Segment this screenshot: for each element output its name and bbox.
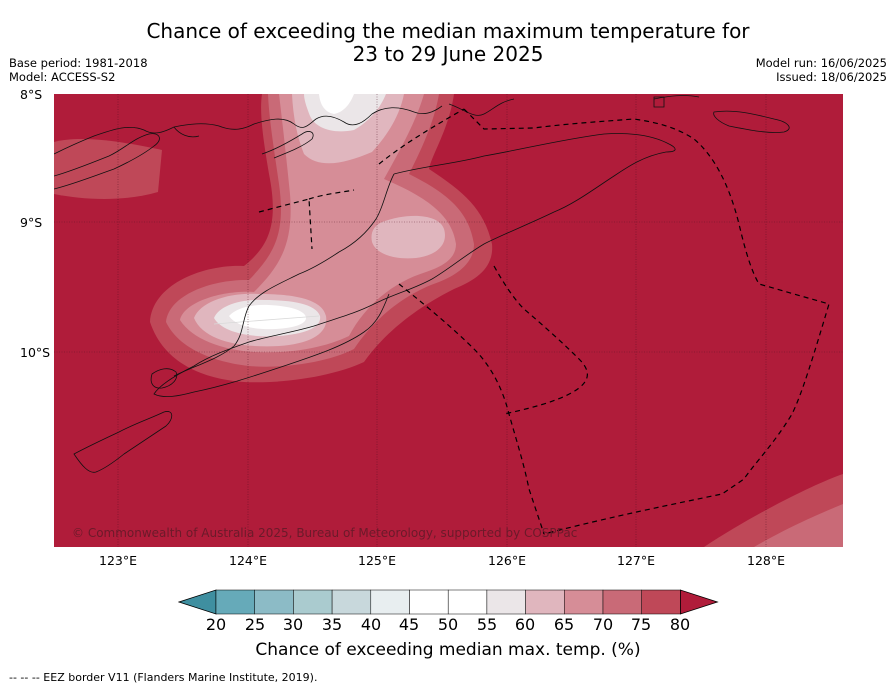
colorbar-tick: 75 [630, 615, 652, 634]
colorbar-cell [564, 589, 604, 615]
colorbar-arrow-low [178, 589, 217, 615]
colorbar-tick: 45 [398, 615, 420, 634]
colorbar-tick: 40 [360, 615, 382, 634]
colorbar-arrow-high [679, 589, 719, 615]
graticule [54, 94, 843, 547]
colorbar-tick: 25 [244, 615, 266, 634]
colorbar-label: Chance of exceeding median max. temp. (%… [255, 640, 641, 660]
contour-60-east [371, 215, 445, 259]
eez-footer-note: -- -- -- EEZ border V11 (Flanders Marine… [9, 671, 318, 684]
colorbar-tick: 35 [321, 615, 343, 634]
inner-contour-line [213, 315, 320, 325]
lon-label-126e: 126°E [487, 553, 527, 568]
lat-label-9s: 9°S [20, 215, 43, 230]
colorbar-cell [447, 589, 488, 615]
issued-date: Issued: 18/06/2025 [776, 70, 887, 84]
contour-70-southeast [754, 504, 843, 547]
colorbar-tick: 30 [282, 615, 304, 634]
colorbar-cell [525, 589, 565, 615]
colorbar-tick: 60 [514, 615, 536, 634]
colorbar-cell [331, 589, 372, 615]
colorbar-cell [409, 589, 449, 615]
lat-label-8s: 8°S [20, 87, 43, 102]
title-line-1: Chance of exceeding the median maximum t… [146, 19, 750, 43]
contour-50-west [229, 304, 307, 330]
colorbar-tick: 70 [592, 615, 614, 634]
lon-label-127e: 127°E [616, 553, 656, 568]
meta-left: Base period: 1981-2018 Model: ACCESS-S2 [9, 56, 148, 84]
map-title: Chance of exceeding the median maximum t… [0, 20, 896, 66]
colorbar-cell [370, 589, 410, 615]
lon-label-128e: 128°E [746, 553, 786, 568]
lon-label-125e: 125°E [357, 553, 397, 568]
colorbar-cell [215, 589, 255, 615]
colorbar-cell [254, 589, 294, 615]
copyright-notice: © Commonwealth of Australia 2025, Bureau… [72, 526, 577, 540]
model-run: Model run: 16/06/2025 [755, 56, 887, 70]
colorbar-tick: 55 [476, 615, 498, 634]
lon-label-124e: 124°E [228, 553, 268, 568]
model-name: Model: ACCESS-S2 [9, 70, 116, 84]
colorbar-cell [486, 589, 526, 615]
contour-75-west [54, 139, 162, 199]
colorbar-tick: 80 [669, 615, 691, 634]
contour-65-plume [180, 94, 456, 353]
colorbar-cell [293, 589, 333, 615]
lat-label-10s: 10°S [20, 345, 51, 360]
colorbar-cell [602, 589, 642, 615]
eez-border [258, 108, 830, 535]
colorbar-cell [641, 589, 681, 615]
lon-label-123e: 123°E [98, 553, 138, 568]
meta-right: Model run: 16/06/2025 Issued: 18/06/2025 [756, 56, 887, 84]
colorbar-tick: 20 [205, 615, 227, 634]
colorbar [178, 589, 719, 615]
base-period: Base period: 1981-2018 [9, 56, 148, 70]
contour-50-north [319, 94, 354, 114]
probability-map: © Commonwealth of Australia 2025, Bureau… [54, 94, 843, 547]
coastlines [54, 95, 790, 473]
colorbar-tick: 50 [437, 615, 459, 634]
title-line-2: 23 to 29 June 2025 [352, 42, 544, 66]
colorbar-tick: 65 [553, 615, 575, 634]
